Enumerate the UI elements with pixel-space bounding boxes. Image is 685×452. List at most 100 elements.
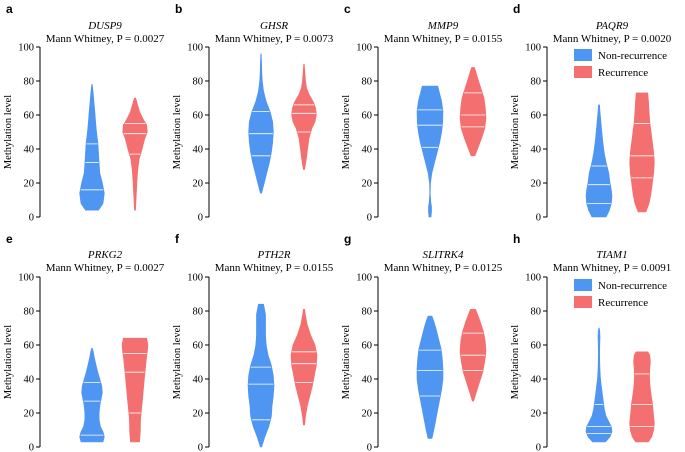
violin-non-recurrence bbox=[585, 327, 613, 443]
y-tick-label: 60 bbox=[193, 111, 204, 122]
y-tick-label: 100 bbox=[187, 43, 203, 54]
panel-letter: d bbox=[513, 2, 520, 16]
y-tick-label: 40 bbox=[193, 375, 204, 386]
gene-title: SLITRK4 bbox=[423, 249, 464, 261]
panel-letter: h bbox=[513, 232, 520, 246]
gene-title: PAQR9 bbox=[595, 20, 629, 32]
y-tick-label: 100 bbox=[356, 43, 372, 54]
y-tick-label: 60 bbox=[24, 111, 35, 122]
panel-letter: e bbox=[6, 232, 13, 246]
legend-swatch-non-recurrence bbox=[574, 279, 592, 291]
y-tick-label: 80 bbox=[531, 77, 542, 88]
y-tick-label: 20 bbox=[24, 179, 35, 190]
y-axis-label: Methylation level bbox=[3, 325, 14, 399]
y-axis-label: Methylation level bbox=[172, 95, 183, 169]
stat-label: Mann Whitney, P = 0.0091 bbox=[553, 262, 672, 274]
panel-letter: g bbox=[344, 232, 351, 246]
legend-swatch-non-recurrence bbox=[574, 49, 592, 61]
violin-non-recurrence bbox=[79, 84, 105, 211]
stat-label: Mann Whitney, P = 0.0020 bbox=[553, 33, 672, 45]
violin-recurrence bbox=[629, 92, 655, 213]
y-tick-label: 0 bbox=[29, 443, 34, 452]
y-axis-label: Methylation level bbox=[3, 95, 14, 169]
y-tick-label: 0 bbox=[367, 213, 372, 224]
y-tick-label: 60 bbox=[531, 341, 542, 352]
y-tick-label: 20 bbox=[531, 179, 542, 190]
panel-letter: f bbox=[175, 232, 180, 246]
legend-swatch-recurrence bbox=[574, 66, 592, 78]
violin-non-recurrence bbox=[416, 315, 444, 439]
y-tick-label: 40 bbox=[24, 375, 35, 386]
y-tick-label: 60 bbox=[362, 111, 373, 122]
stat-label: Mann Whitney, P = 0.0155 bbox=[384, 33, 503, 45]
y-tick-label: 20 bbox=[362, 409, 373, 420]
y-tick-label: 80 bbox=[193, 77, 204, 88]
y-tick-label: 100 bbox=[525, 273, 541, 284]
stat-label: Mann Whitney, P = 0.0027 bbox=[46, 262, 165, 274]
y-tick-label: 60 bbox=[531, 111, 542, 122]
legend-label-non-recurrence: Non-recurrence bbox=[598, 50, 667, 62]
y-tick-label: 100 bbox=[18, 273, 34, 284]
stat-label: Mann Whitney, P = 0.0155 bbox=[215, 262, 334, 274]
y-tick-label: 80 bbox=[24, 77, 35, 88]
y-tick-label: 20 bbox=[24, 409, 35, 420]
gene-title: TIAM1 bbox=[596, 249, 627, 261]
legend-label-non-recurrence: Non-recurrence bbox=[598, 280, 667, 292]
panel-letter: c bbox=[344, 2, 351, 16]
y-tick-label: 60 bbox=[24, 341, 35, 352]
y-tick-label: 20 bbox=[531, 409, 542, 420]
y-tick-label: 40 bbox=[193, 145, 204, 156]
y-tick-label: 80 bbox=[193, 307, 204, 318]
y-tick-label: 0 bbox=[198, 213, 203, 224]
y-tick-label: 0 bbox=[367, 443, 372, 452]
violin-recurrence bbox=[459, 67, 487, 157]
y-tick-label: 60 bbox=[362, 341, 373, 352]
gene-title: PTH2R bbox=[257, 249, 291, 261]
panel-letter: b bbox=[175, 2, 182, 16]
panel-letter: a bbox=[6, 2, 13, 16]
legend-label-recurrence: Recurrence bbox=[598, 297, 648, 309]
legend-swatch-recurrence bbox=[574, 296, 592, 308]
y-axis-label: Methylation level bbox=[341, 325, 352, 399]
y-tick-label: 40 bbox=[531, 145, 542, 156]
legend: Non-recurrence Recurrence bbox=[574, 279, 667, 309]
y-tick-label: 0 bbox=[536, 213, 541, 224]
violin-recurrence bbox=[291, 63, 317, 170]
stat-label: Mann Whitney, P = 0.0027 bbox=[46, 33, 165, 45]
y-tick-label: 80 bbox=[531, 307, 542, 318]
y-tick-label: 20 bbox=[193, 179, 204, 190]
legend-label-recurrence: Recurrence bbox=[598, 67, 648, 79]
violin-non-recurrence bbox=[416, 85, 444, 218]
y-axis-label: Methylation level bbox=[510, 325, 521, 399]
y-tick-label: 0 bbox=[29, 213, 34, 224]
y-tick-label: 100 bbox=[187, 273, 203, 284]
violin-non-recurrence bbox=[79, 348, 105, 443]
violin-non-recurrence bbox=[248, 53, 274, 194]
violin-non-recurrence bbox=[585, 104, 613, 218]
stat-label: Mann Whitney, P = 0.0073 bbox=[215, 33, 334, 45]
y-tick-label: 20 bbox=[193, 409, 204, 420]
y-tick-label: 80 bbox=[24, 307, 35, 318]
gene-title: GHSR bbox=[260, 20, 288, 32]
y-tick-label: 80 bbox=[362, 307, 373, 318]
y-tick-label: 40 bbox=[531, 375, 542, 386]
violin-recurrence bbox=[121, 337, 149, 443]
y-tick-label: 20 bbox=[362, 179, 373, 190]
y-tick-label: 100 bbox=[356, 273, 372, 284]
y-tick-label: 40 bbox=[362, 375, 373, 386]
legend: Non-recurrence Recurrence bbox=[574, 49, 667, 79]
violin-recurrence bbox=[290, 309, 318, 426]
y-tick-label: 0 bbox=[198, 443, 203, 452]
stat-label: Mann Whitney, P = 0.0125 bbox=[384, 262, 503, 274]
y-axis-label: Methylation level bbox=[510, 95, 521, 169]
y-tick-label: 80 bbox=[362, 77, 373, 88]
